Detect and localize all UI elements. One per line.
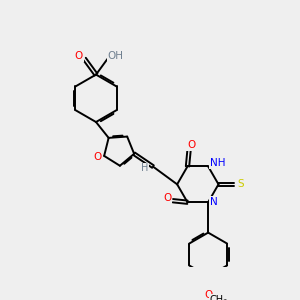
Text: CH₃: CH₃ xyxy=(210,295,228,300)
Text: NH: NH xyxy=(209,158,225,168)
Text: N: N xyxy=(210,197,218,207)
Text: O: O xyxy=(163,193,172,203)
Text: O: O xyxy=(187,140,196,150)
Text: O: O xyxy=(93,152,102,162)
Text: O: O xyxy=(75,51,83,61)
Text: S: S xyxy=(237,179,244,189)
Text: O: O xyxy=(204,290,212,300)
Text: H: H xyxy=(141,164,148,173)
Text: OH: OH xyxy=(107,51,124,62)
